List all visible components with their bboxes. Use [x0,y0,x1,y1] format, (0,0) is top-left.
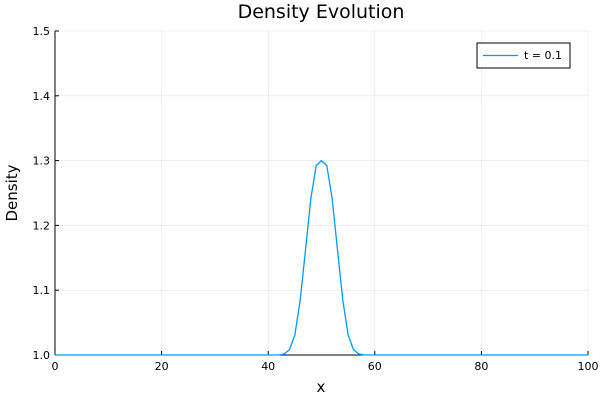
axes [54,30,589,356]
series-layer [55,159,588,356]
x-axis-title: x [317,378,326,396]
legend: t = 0.1 [476,42,571,69]
x-tick-label: 100 [578,360,599,373]
y-axis-title: Density [3,164,21,221]
y-tick-label: 1.4 [33,90,51,103]
x-tick-label: 20 [155,360,169,373]
y-tick-label: 1.5 [33,25,51,38]
chart-title: Density Evolution [238,1,405,23]
y-tick-label: 1.1 [33,284,51,297]
y-tick-label: 1.2 [33,219,51,232]
x-tick-label: 60 [368,360,382,373]
y-tick-label: 1.0 [33,349,51,362]
x-tick-label: 80 [474,360,488,373]
grid [54,30,589,356]
x-tick-label: 40 [261,360,275,373]
x-tick-label: 0 [52,360,59,373]
legend-label: t = 0.1 [524,49,562,62]
series-line [55,159,588,356]
tick-labels: 0 20 40 60 80 100 1.0 1.1 1.2 1.3 1.4 1.5 [33,25,599,373]
y-tick-label: 1.3 [33,155,51,168]
